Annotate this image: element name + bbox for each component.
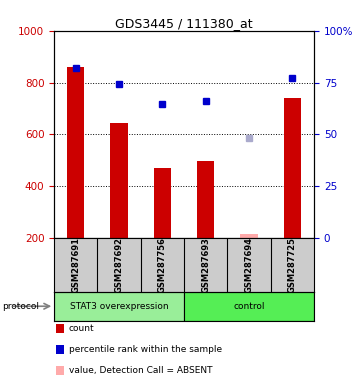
Title: GDS3445 / 111380_at: GDS3445 / 111380_at [115, 17, 253, 30]
Text: GSM287692: GSM287692 [115, 237, 123, 293]
Text: GSM287725: GSM287725 [288, 237, 297, 293]
Bar [154, 168, 171, 238]
Text: control: control [233, 302, 265, 311]
Bar [67, 67, 84, 238]
Bar [240, 234, 258, 238]
Text: count: count [69, 324, 94, 333]
Text: GSM287694: GSM287694 [245, 237, 253, 293]
Bar [54, 292, 184, 321]
Bar [284, 98, 301, 238]
Text: value, Detection Call = ABSENT: value, Detection Call = ABSENT [69, 366, 212, 375]
Text: STAT3 overexpression: STAT3 overexpression [70, 302, 169, 311]
Text: protocol: protocol [2, 302, 39, 311]
Bar [110, 123, 128, 238]
Bar [184, 292, 314, 321]
Text: GSM287756: GSM287756 [158, 237, 167, 293]
Bar [197, 161, 214, 238]
Text: percentile rank within the sample: percentile rank within the sample [69, 345, 222, 354]
Text: GSM287693: GSM287693 [201, 237, 210, 293]
Text: GSM287691: GSM287691 [71, 237, 80, 293]
